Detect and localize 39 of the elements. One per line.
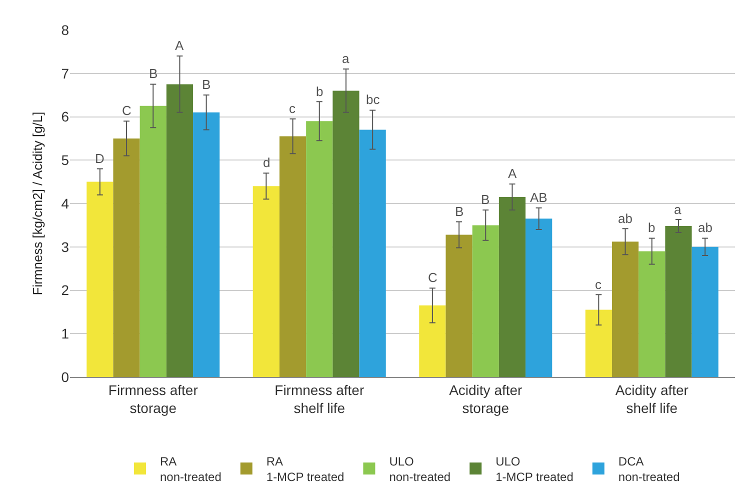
legend-label: DCA non-treated — [618, 454, 680, 484]
data-label: C — [122, 103, 132, 118]
data-label: B — [149, 66, 158, 81]
y-tick-label: 6 — [61, 108, 70, 125]
y-tick-label: 8 — [61, 22, 70, 38]
data-label: ab — [698, 220, 712, 235]
y-tick-label: 7 — [61, 65, 70, 82]
x-tick-label: Firmness after shelf life — [274, 382, 364, 416]
legend-label: ULO non-treated — [389, 454, 451, 484]
data-label: b — [648, 220, 656, 235]
x-tick-label: Acidity after storage — [449, 382, 523, 416]
legend-label: RA 1-MCP treated — [266, 454, 344, 484]
y-tick-label: 3 — [61, 238, 70, 255]
y-tick-label: 1 — [61, 326, 70, 342]
data-label: b — [316, 84, 324, 99]
data-label: bc — [366, 92, 380, 107]
data-label: d — [263, 155, 270, 170]
data-label: AB — [530, 190, 548, 205]
y-tick-label: 0 — [61, 368, 70, 385]
legend-label: RA non-treated — [160, 454, 222, 484]
data-label: B — [202, 77, 211, 92]
data-label: ab — [618, 211, 632, 226]
y-tick-label: 4 — [61, 195, 70, 212]
y-axis-title: Firmness [kg/cm2] / Acidity [g/L] — [30, 112, 46, 296]
x-tick-label: Acidity after shelf life — [615, 382, 689, 416]
data-label: c — [595, 277, 602, 292]
data-label: D — [95, 151, 104, 166]
data-label: a — [674, 202, 682, 217]
data-label: c — [289, 101, 296, 116]
data-label: a — [342, 51, 350, 66]
data-label: B — [481, 192, 490, 207]
legend-label: ULO 1-MCP treated — [496, 454, 574, 484]
data-label: B — [455, 204, 464, 219]
data-label: A — [175, 38, 184, 53]
data-label: A — [508, 166, 517, 181]
y-tick-label: 2 — [61, 282, 70, 298]
y-tick-label: 5 — [61, 152, 70, 168]
x-tick-label: Firmness after storage — [108, 382, 198, 416]
data-label: C — [428, 270, 438, 285]
